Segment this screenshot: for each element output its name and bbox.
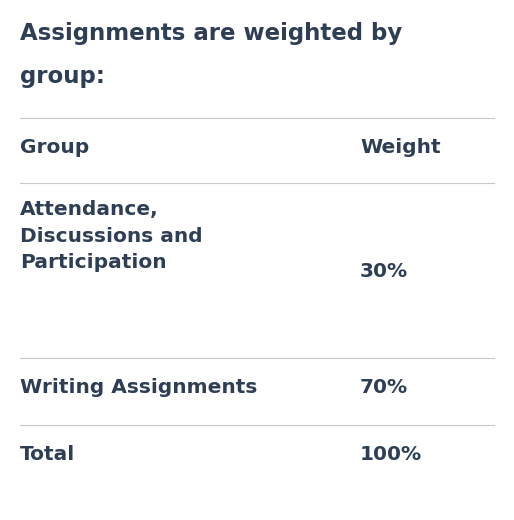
- Text: Writing Assignments: Writing Assignments: [20, 378, 258, 397]
- Text: group:: group:: [20, 65, 105, 88]
- Text: Assignments are weighted by: Assignments are weighted by: [20, 22, 402, 45]
- Text: 30%: 30%: [360, 262, 408, 281]
- Text: Weight: Weight: [360, 138, 440, 157]
- Text: Group: Group: [20, 138, 89, 157]
- Text: Attendance,
Discussions and
Participation: Attendance, Discussions and Participatio…: [20, 200, 203, 272]
- Text: Total: Total: [20, 445, 75, 464]
- Text: 70%: 70%: [360, 378, 408, 397]
- Text: 100%: 100%: [360, 445, 422, 464]
